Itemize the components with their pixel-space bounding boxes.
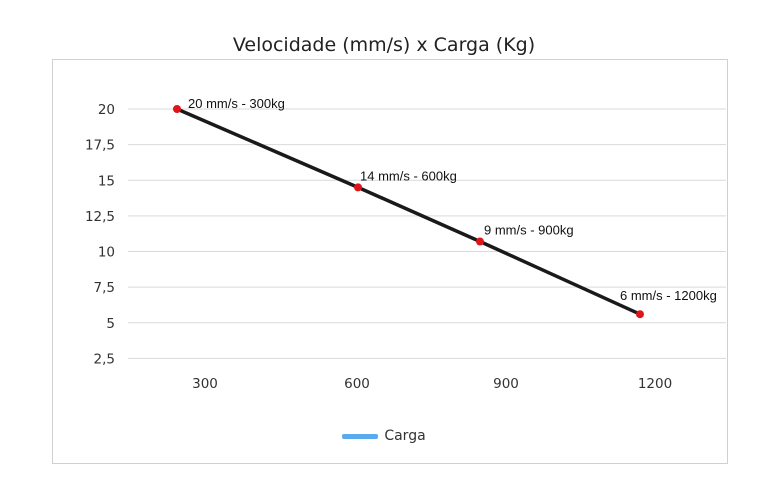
y-tick-label: 7,5 — [94, 280, 115, 296]
data-label: 14 mm/s - 600kg — [360, 168, 457, 183]
legend-label: Carga — [384, 428, 426, 444]
y-tick-label: 20 — [98, 102, 115, 118]
x-tick-label: 1200 — [638, 376, 672, 392]
data-point — [173, 105, 181, 113]
chart-area — [52, 59, 728, 464]
legend-swatch — [342, 433, 379, 439]
data-label: 9 mm/s - 900kg — [484, 223, 574, 238]
data-label: 6 mm/s - 1200kg — [620, 288, 717, 303]
chart-title: Velocidade (mm/s) x Carga (Kg) — [232, 34, 536, 56]
y-tick-label: 15 — [98, 173, 115, 189]
series-line — [176, 107, 641, 316]
y-tick-label: 12,5 — [85, 209, 115, 225]
data-point — [354, 183, 362, 192]
y-tick-label: 10 — [98, 245, 115, 261]
y-tick-label: 5 — [106, 316, 115, 332]
data-label: 20 mm/s - 300kg — [188, 96, 285, 111]
data-point — [476, 237, 484, 246]
x-tick-label: 300 — [192, 376, 218, 392]
x-tick-label: 900 — [493, 376, 519, 392]
legend: Carga — [0, 428, 768, 444]
y-tick-label: 17,5 — [85, 138, 115, 154]
x-tick-label: 600 — [344, 376, 370, 392]
y-tick-label: 2,5 — [94, 351, 115, 367]
data-point — [636, 310, 644, 319]
